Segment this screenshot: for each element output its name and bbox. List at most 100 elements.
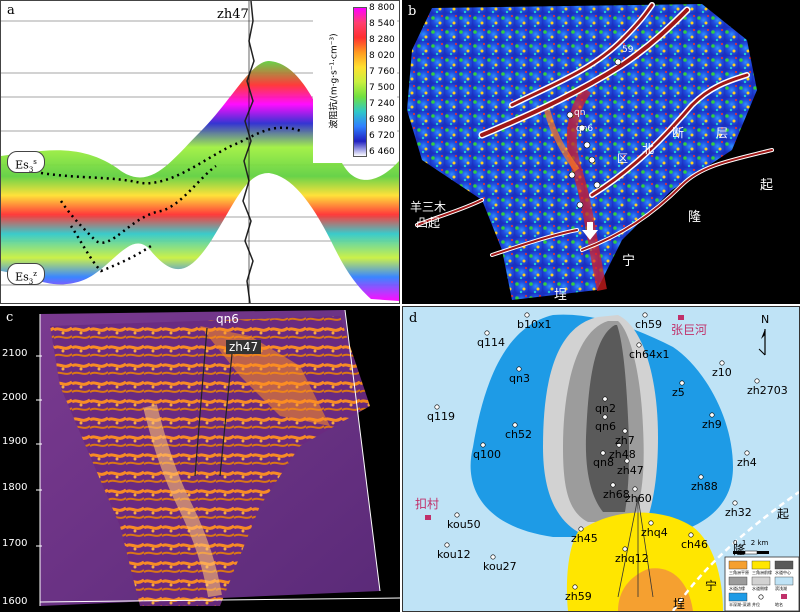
place-marker-zhangjuhe: [678, 315, 684, 320]
legend-item-label: 半深湖-深湖: [729, 602, 751, 607]
well-marker-qn2: [602, 396, 608, 402]
colorbar-title: 波阻抗/(m·g·s⁻¹·cm⁻³): [329, 33, 340, 129]
well-marker-zh32: [732, 500, 738, 506]
panel-d-facies-map: b10x1 ch59 q114 ch64x1 z10 zh2703 qn3 z5 q119 qn2…: [402, 306, 800, 612]
north-arrow-icon: [758, 329, 766, 356]
well-label-z10: z10: [712, 366, 732, 379]
formation-label-top: Es3s: [7, 151, 45, 174]
well-label-q100: q100: [473, 448, 501, 461]
label-bu: 埕: [554, 288, 568, 303]
well-label-zh88: zh88: [691, 480, 718, 493]
colorbar-tick-label: 7 240: [369, 99, 395, 109]
well-marker-qn3: [516, 366, 522, 372]
panel-b-attribute-map: b 羊三木 凸起 断 层 北 区 起 隆 宁 埕 qn qn6 59: [402, 0, 800, 304]
well-label-kou12: kou12: [437, 548, 471, 561]
well-marker-qn6: [602, 414, 608, 420]
well-label-zh60: zh60: [625, 492, 652, 505]
well-label-ch59: ch59: [635, 318, 663, 331]
label-ning: 宁: [705, 579, 718, 593]
well-marker-ch64x1: [636, 342, 642, 348]
well-marker-qn8: [600, 450, 606, 456]
well-marker-zh60: [632, 486, 638, 492]
scale-bar: [733, 550, 769, 555]
well-marker-z10: [719, 360, 725, 366]
well-marker-q114: [484, 330, 490, 336]
label-qi: 起: [760, 178, 774, 193]
depth-tick-1900: 1900: [2, 436, 28, 447]
legend-item-label: 滨浅湖: [775, 586, 787, 591]
well-marker-zhq4: [648, 520, 654, 526]
well-label-zh47: zh47: [617, 464, 644, 477]
place-marker-koucun: [425, 515, 431, 520]
well-marker-zh2703: [754, 378, 760, 384]
legend-item-label: 井位: [752, 602, 760, 607]
label-yangsanmu: 羊三木: [410, 200, 447, 214]
well-marker-zh45: [578, 526, 584, 532]
colorbar-tick-label: 7 500: [369, 83, 395, 93]
well-label-59: 59: [622, 45, 634, 55]
formation-label-bottom: Es3z: [7, 263, 45, 286]
panel-a-seismic-section: a zh47 Es3s Es3z 8 800 8 540 8 280 8 020 7 7…: [0, 0, 400, 304]
well-marker-zhq12: [622, 546, 628, 552]
north-label: N: [761, 313, 770, 326]
well-label-qn8: qn8: [593, 456, 614, 469]
well-label-qn6: qn6: [595, 420, 616, 433]
well-marker-q100: [480, 442, 486, 448]
well-marker-q119: [434, 404, 440, 410]
place-label-koucun: 扣村: [415, 497, 440, 511]
panel-b-label: b: [408, 4, 417, 19]
label-long: 隆: [733, 543, 746, 557]
label-long: 隆: [688, 210, 702, 225]
well-label-qn6: qn6: [216, 312, 239, 326]
well-label-zh59: zh59: [565, 590, 592, 603]
legend-item-label: 地名: [775, 602, 783, 607]
legend-item-label: 三角洲前缘: [752, 570, 772, 575]
colorbar-tick-label: 7 760: [369, 67, 395, 77]
scale-label: 0 1 2 km: [733, 539, 769, 547]
well-label-zh47: zh47: [217, 7, 249, 22]
well-label-zh68: zh68: [603, 488, 630, 501]
legend-item-label: 水道侧缘: [752, 586, 768, 591]
colorbar-tick-label: 6 980: [369, 115, 395, 125]
label-qu: 区: [617, 152, 628, 165]
well-label-qn3: qn3: [509, 372, 530, 385]
legend-item-label: 三角洲平原: [729, 570, 749, 575]
colorbar-tick-label: 8 280: [369, 35, 395, 45]
legend-item-label: 水道中心: [775, 570, 791, 575]
colorbar-tick-label: 8 540: [369, 19, 395, 29]
panel-a-label: a: [7, 3, 15, 18]
well-label-ch52: ch52: [505, 428, 533, 441]
well-marker-kou12: [444, 542, 450, 548]
well-label-kou27: kou27: [483, 560, 517, 573]
well-label-qn2: qn2: [595, 402, 616, 415]
well-label-b10x1: b10x1: [517, 318, 552, 331]
well-markers: [434, 312, 760, 590]
panel-d-label: d: [409, 311, 418, 326]
panel-c-label: c: [6, 310, 14, 325]
label-ning: 宁: [622, 254, 636, 269]
colorbar-tick-label: 8 020: [369, 51, 395, 61]
panel-c-3d-volume: c qn6 zh47 2100 2000 1900 1800 1700 1600: [0, 306, 400, 612]
label-bei: 北: [642, 142, 655, 156]
label-qi: 起: [777, 507, 790, 521]
label-ceng: 层: [716, 126, 729, 140]
depth-tick-2000: 2000: [2, 392, 28, 403]
depth-tick-1600: 1600: [2, 596, 28, 607]
legend-item-label: 水道边缘: [729, 586, 745, 591]
colorbar-tick-label: 6 720: [369, 131, 395, 141]
well-label-zh2703: zh2703: [747, 384, 788, 397]
label-duan: 断: [672, 126, 685, 140]
well-marker-ch59: [642, 312, 648, 318]
well-marker-zh48: [616, 442, 622, 448]
well-label-zh32: zh32: [725, 506, 752, 519]
colorbar-tick-label: 8 800: [369, 3, 395, 13]
well-label-zh45: zh45: [571, 532, 598, 545]
colorbar-tick-label: 6 460: [369, 147, 395, 157]
well-label-ch46: ch46: [681, 538, 709, 551]
well-label-q114: q114: [477, 336, 505, 349]
colorbar: [353, 7, 367, 157]
well-label-qn6: qn6: [576, 124, 594, 134]
well-label-q119: q119: [427, 410, 455, 423]
well-label-zhq4: zhq4: [641, 526, 668, 539]
well-marker-zh47: [624, 458, 630, 464]
